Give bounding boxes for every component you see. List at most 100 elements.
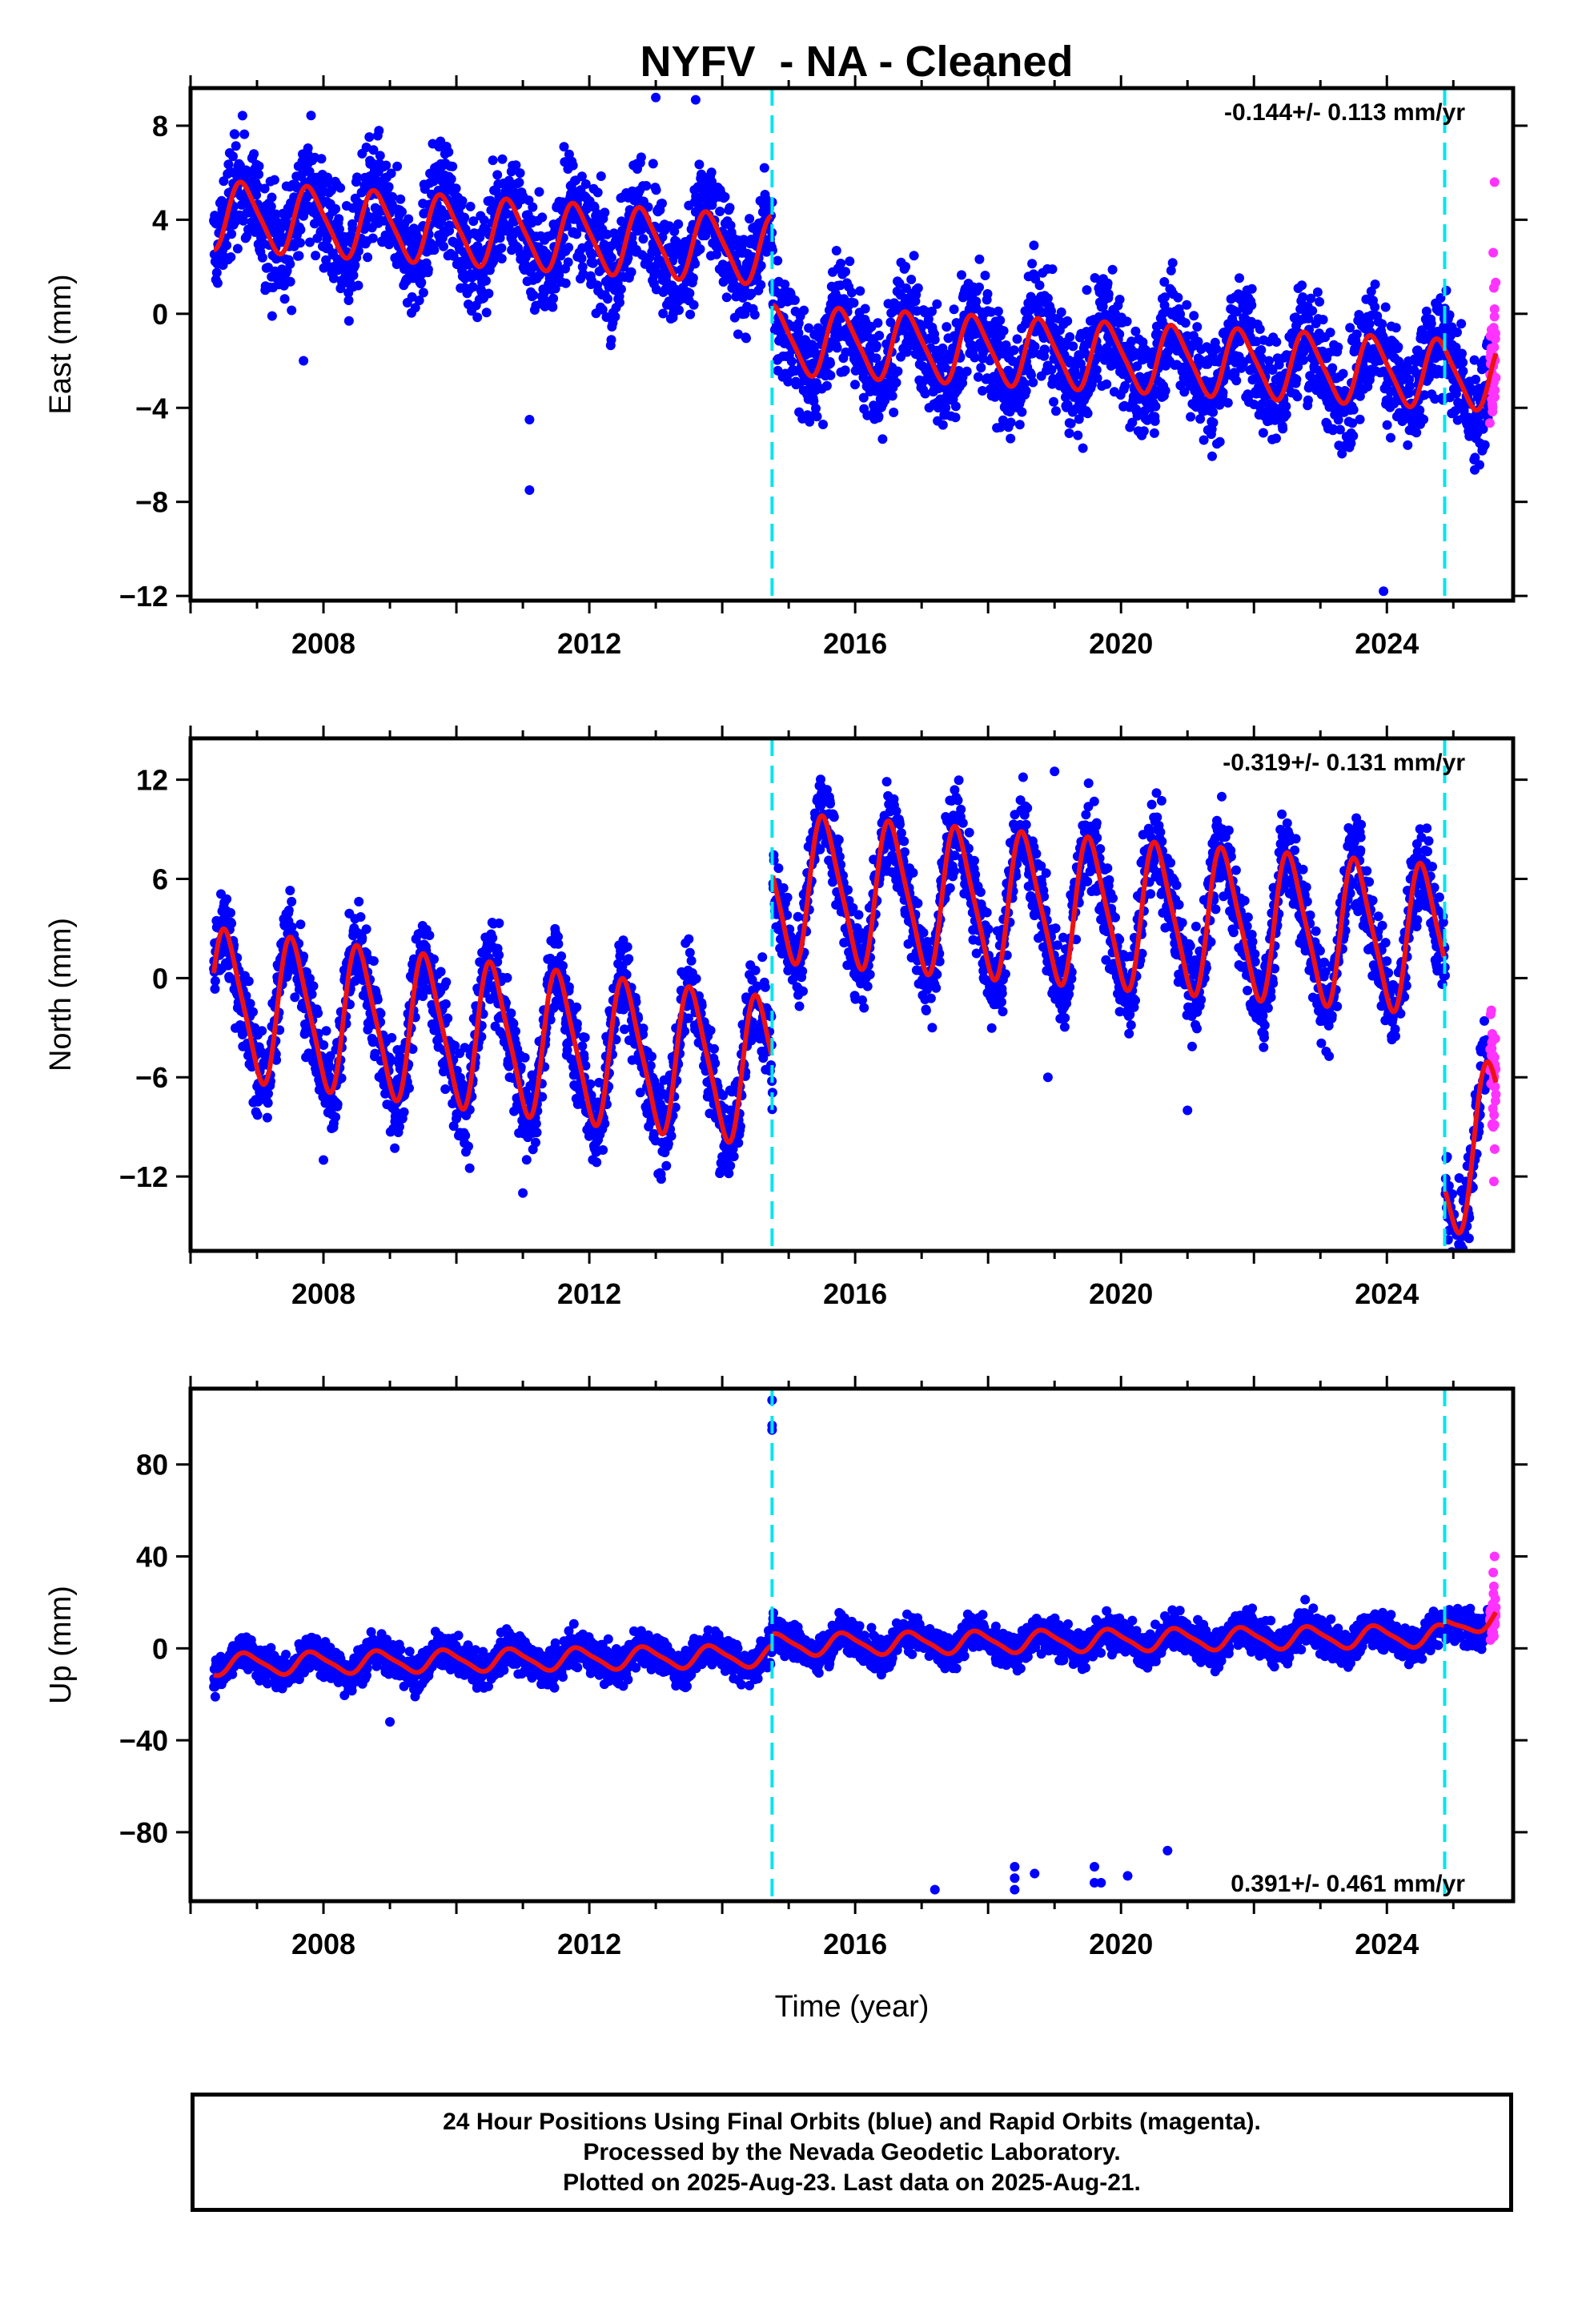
final-point <box>354 896 364 907</box>
final-point <box>528 290 539 300</box>
final-point <box>294 251 304 261</box>
final-point <box>363 211 374 222</box>
final-point <box>488 155 498 166</box>
final-point <box>472 312 483 323</box>
final-point <box>1355 414 1365 424</box>
final-point <box>448 161 458 171</box>
final-point <box>674 305 684 316</box>
final-point <box>1231 376 1242 386</box>
final-point <box>889 408 899 417</box>
final-point <box>982 289 993 299</box>
rapid-point <box>1484 418 1495 428</box>
final-point <box>429 245 440 255</box>
final-point <box>308 981 319 991</box>
final-point <box>1223 398 1233 408</box>
final-point <box>938 343 948 353</box>
final-point <box>836 259 846 268</box>
final-point <box>707 176 717 187</box>
final-point <box>577 262 588 272</box>
final-point <box>850 380 860 390</box>
final-point <box>606 335 616 345</box>
final-point <box>1426 319 1436 328</box>
final-point <box>343 296 354 305</box>
plot-title: NYFV - NA - Cleaned <box>640 38 1073 86</box>
final-point <box>383 182 394 192</box>
final-point <box>1247 300 1257 311</box>
final-point <box>564 982 574 992</box>
final-point <box>481 275 491 286</box>
final-point <box>476 1031 487 1042</box>
final-point <box>1005 407 1015 417</box>
final-point <box>323 178 333 188</box>
final-point <box>553 931 563 942</box>
final-point <box>783 376 793 387</box>
y-tick-label: −8 <box>135 486 168 519</box>
x-tick-label: 2008 <box>291 627 355 660</box>
final-point <box>1189 311 1199 321</box>
final-point <box>913 283 923 293</box>
final-point <box>563 257 573 267</box>
final-point <box>749 310 760 320</box>
final-point <box>515 168 525 179</box>
final-point <box>418 287 428 298</box>
rate-annotation: -0.144+/- 0.113 mm/yr <box>1224 99 1465 126</box>
final-point <box>1444 310 1455 320</box>
final-point <box>1370 279 1380 289</box>
final-point <box>370 1048 380 1059</box>
final-point <box>228 151 238 162</box>
final-point <box>669 227 680 236</box>
final-point <box>860 304 870 314</box>
final-point <box>720 191 730 202</box>
final-point <box>1027 259 1038 269</box>
final-point <box>492 170 503 180</box>
final-point <box>685 309 696 320</box>
x-tick-label: 2016 <box>823 627 887 660</box>
final-point <box>1127 417 1138 428</box>
final-point <box>1318 315 1328 325</box>
final-point <box>532 1128 542 1138</box>
final-point <box>901 262 911 271</box>
rapid-point <box>1488 402 1498 412</box>
final-point <box>1114 295 1125 304</box>
final-point <box>712 249 721 259</box>
final-point <box>343 316 354 326</box>
final-point <box>259 183 270 194</box>
final-point <box>1370 302 1380 312</box>
final-point <box>1006 433 1016 444</box>
final-point <box>313 1008 323 1019</box>
final-point <box>1046 364 1057 375</box>
final-point <box>511 160 521 171</box>
final-point <box>245 999 255 1009</box>
final-point <box>1019 379 1030 389</box>
final-point <box>1040 344 1050 355</box>
final-point <box>521 1155 532 1165</box>
final-point <box>266 201 276 211</box>
final-point <box>831 246 841 255</box>
final-point <box>846 287 857 298</box>
final-point <box>1159 300 1170 311</box>
final-point <box>243 976 254 987</box>
outlier-point <box>524 485 535 496</box>
final-point <box>222 894 232 904</box>
final-point <box>242 231 252 242</box>
final-point <box>1419 390 1430 400</box>
final-point <box>1312 287 1323 297</box>
final-point <box>410 303 420 313</box>
final-point <box>1423 372 1434 383</box>
final-point <box>1103 289 1114 300</box>
final-point <box>451 183 461 194</box>
final-point <box>1238 359 1248 369</box>
final-point <box>1195 414 1206 424</box>
final-point <box>695 244 705 255</box>
final-point <box>1042 293 1053 304</box>
final-point <box>1017 407 1027 417</box>
final-point <box>1441 285 1452 296</box>
final-point <box>1327 363 1338 373</box>
final-point <box>371 176 381 187</box>
final-point <box>849 298 859 308</box>
final-point <box>1062 400 1073 410</box>
final-point <box>973 372 983 382</box>
final-point <box>537 1092 548 1102</box>
final-point <box>986 307 996 317</box>
final-point <box>1458 366 1468 376</box>
